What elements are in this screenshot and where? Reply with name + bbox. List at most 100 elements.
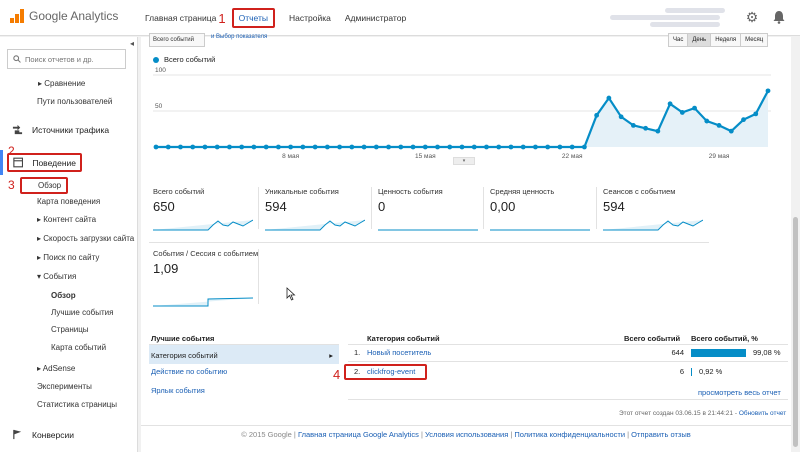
data-point[interactable] xyxy=(288,144,294,150)
data-point[interactable] xyxy=(753,111,759,117)
data-point[interactable] xyxy=(643,125,648,131)
chart-resize-handle[interactable]: ▾ xyxy=(453,157,475,165)
metric-card[interactable]: Средняя ценность 0,00 xyxy=(490,187,597,231)
data-point[interactable] xyxy=(765,88,771,94)
nav-reports[interactable]: Отчеты xyxy=(231,8,275,28)
metric-card[interactable]: Сеансов с событием 594 xyxy=(603,187,710,231)
data-point[interactable] xyxy=(594,112,600,118)
data-point[interactable] xyxy=(263,144,269,150)
data-point[interactable] xyxy=(202,144,208,150)
nav-settings[interactable]: Настройка xyxy=(288,13,331,23)
sidebar-item-experiments[interactable]: Эксперименты xyxy=(37,382,92,391)
sidebar-item-conversions[interactable]: Конверсии xyxy=(12,429,74,440)
sidebar-item-pages[interactable]: Страницы xyxy=(51,325,89,334)
data-point[interactable] xyxy=(471,144,477,150)
data-point[interactable] xyxy=(153,144,159,150)
data-point[interactable] xyxy=(655,128,661,134)
metric-card[interactable]: Ценность события 0 xyxy=(378,187,485,231)
metric-card[interactable]: Всего событий 650 xyxy=(153,187,260,231)
sidebar-item-top-events[interactable]: Лучшие события xyxy=(51,308,114,317)
data-point[interactable] xyxy=(410,144,416,150)
nav-home[interactable]: Главная страница xyxy=(145,13,217,23)
data-point[interactable] xyxy=(741,117,746,123)
sidebar-item-site-speed[interactable]: ▸ Скорость загрузки сайта xyxy=(37,234,135,243)
data-point[interactable] xyxy=(508,144,514,150)
nav-admin[interactable]: Администратор xyxy=(344,13,407,23)
data-point[interactable] xyxy=(165,144,171,150)
data-point[interactable] xyxy=(435,144,440,150)
data-point[interactable] xyxy=(447,144,453,150)
sidebar-item-site-search[interactable]: ▸ Поиск по сайту xyxy=(37,253,100,262)
sidebar-item-traffic[interactable]: Источники трафика xyxy=(12,124,109,135)
event-category-link[interactable]: Новый посетитель xyxy=(367,348,432,357)
bell-icon[interactable] xyxy=(772,10,786,24)
data-point[interactable] xyxy=(618,114,624,120)
sidebar-item-overview[interactable]: Обзор xyxy=(20,177,68,194)
sidebar-item-behavior-flow[interactable]: Карта поведения xyxy=(37,197,101,206)
data-point[interactable] xyxy=(496,144,502,150)
gear-icon[interactable]: ⚙ xyxy=(745,9,759,25)
data-point[interactable] xyxy=(459,144,465,150)
data-point[interactable] xyxy=(630,123,636,128)
page-scrollbar[interactable] xyxy=(791,37,800,452)
data-point[interactable] xyxy=(337,144,342,150)
view-full-report-link[interactable]: просмотреть весь отчет xyxy=(698,388,781,397)
period-week[interactable]: Неделя xyxy=(710,33,742,47)
data-point[interactable] xyxy=(557,144,563,150)
sidebar-item-events-flow[interactable]: Карта событий xyxy=(51,343,107,352)
data-point[interactable] xyxy=(312,144,318,150)
sidebar-item-events[interactable]: ▾ События xyxy=(37,272,77,281)
data-point[interactable] xyxy=(398,144,404,150)
data-point[interactable] xyxy=(520,144,526,150)
data-point[interactable] xyxy=(227,144,232,150)
data-point[interactable] xyxy=(692,105,697,111)
logo[interactable]: Google Analytics xyxy=(10,9,118,23)
data-point[interactable] xyxy=(361,144,367,150)
footer-link-home[interactable]: Главная страница Google Analytics xyxy=(297,430,419,439)
data-point[interactable] xyxy=(178,144,183,150)
sidebar-item-site-content[interactable]: ▸ Контент сайта xyxy=(37,215,97,224)
period-hour[interactable]: Час xyxy=(668,33,689,47)
sidebar-item-adsense[interactable]: ▸ AdSense xyxy=(37,364,76,373)
sidebar-item-behavior[interactable]: Поведение xyxy=(7,153,82,172)
period-day[interactable]: День xyxy=(687,33,712,47)
data-point[interactable] xyxy=(239,144,245,150)
footer-link-privacy[interactable]: Политика конфиденциальности xyxy=(514,430,626,439)
scrollbar-thumb[interactable] xyxy=(793,217,798,447)
footer-link-feedback[interactable]: Отправить отзыв xyxy=(631,430,691,439)
search-box[interactable] xyxy=(7,49,126,69)
footer-link-terms[interactable]: Условия использования xyxy=(425,430,509,439)
top-events-item-action[interactable]: Действие по событию xyxy=(151,367,228,376)
data-point[interactable] xyxy=(679,110,685,115)
sidebar-item-user-flow[interactable]: Пути пользователей xyxy=(37,97,113,106)
refresh-report-link[interactable]: Обновить отчет xyxy=(738,410,787,417)
account-selector[interactable] xyxy=(610,6,725,30)
data-point[interactable] xyxy=(349,144,355,150)
chevron-left-icon[interactable]: ◂ xyxy=(130,39,135,48)
sidebar-item-page-stats[interactable]: Статистика страницы xyxy=(37,400,118,409)
data-point[interactable] xyxy=(545,144,551,150)
data-point[interactable] xyxy=(728,128,734,134)
data-point[interactable] xyxy=(251,144,257,150)
data-point[interactable] xyxy=(373,144,379,150)
data-point[interactable] xyxy=(324,144,330,150)
sidebar-item-events-overview[interactable]: Обзор xyxy=(51,291,76,300)
data-point[interactable] xyxy=(569,144,575,150)
data-point[interactable] xyxy=(484,144,489,150)
sidebar-item-comparison[interactable]: ▸ Сравнение xyxy=(38,79,86,88)
metric-selector[interactable]: Всего событий xyxy=(149,33,205,47)
data-point[interactable] xyxy=(533,144,538,150)
data-point[interactable] xyxy=(704,118,710,124)
data-point[interactable] xyxy=(716,123,722,128)
search-input[interactable] xyxy=(25,54,120,64)
top-events-item-category[interactable]: Категория событий ▸ xyxy=(149,345,339,364)
data-point[interactable] xyxy=(214,144,220,150)
data-point[interactable] xyxy=(300,144,306,150)
metric-card[interactable]: События / Сессия с событием 1,09 xyxy=(153,249,260,307)
period-month[interactable]: Месяц xyxy=(740,33,769,47)
data-point[interactable] xyxy=(386,144,391,150)
data-point[interactable] xyxy=(582,144,587,150)
data-point[interactable] xyxy=(606,95,612,101)
line-chart[interactable]: 50 100 8 мая 15 мая 22 мая 29 мая xyxy=(141,67,781,187)
top-events-item-label[interactable]: Ярлык события xyxy=(151,386,205,395)
